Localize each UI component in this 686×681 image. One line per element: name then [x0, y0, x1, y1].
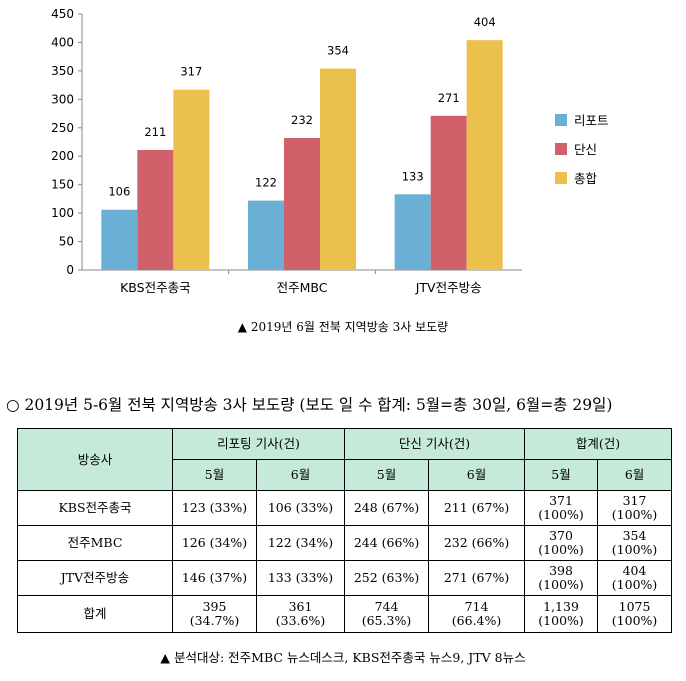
- table-cell: 371 (100%): [524, 490, 599, 526]
- data-label: 354: [327, 44, 349, 58]
- table-cell: 395 (34.7%): [172, 595, 257, 633]
- station-cell: 합계: [17, 595, 173, 633]
- legend-label: 리포트: [574, 113, 609, 128]
- table-cell: 248 (67%): [344, 490, 430, 526]
- table-row: 전주MBC 126 (34%) 122 (34%) 244 (66%) 232 …: [17, 525, 673, 561]
- broadcast-volume-table: 방송사 리포팅 기사(건) 단신 기사(건) 합계(건) 5월 6월 5월 6월…: [17, 428, 673, 633]
- table-cell: 133 (33%): [255, 560, 346, 596]
- table-cell: 361 (33.6%): [255, 595, 346, 633]
- bar-총합: [466, 40, 503, 271]
- header-month: 5월: [344, 459, 430, 491]
- chart-caption: ▲ 2019년 6월 전북 지역방송 3사 보도량: [237, 320, 449, 334]
- bar-총합: [173, 89, 210, 270]
- legend-label: 총합: [574, 171, 598, 186]
- data-label: 232: [291, 113, 313, 127]
- data-label: 317: [180, 65, 202, 79]
- legend-swatch: [555, 172, 567, 184]
- header-total: 합계(건): [524, 428, 673, 460]
- data-label: 271: [438, 91, 460, 105]
- header-month: 5월: [524, 459, 599, 491]
- table-cell: 317 (100%): [597, 490, 673, 526]
- table-row-total: 합계 395 (34.7%) 361 (33.6%) 744 (65.3%) 7…: [17, 595, 673, 633]
- legend-swatch: [555, 114, 567, 126]
- legend-label: 단신: [574, 142, 597, 157]
- bar-단신: [137, 149, 174, 270]
- table-cell: 1075 (100%): [597, 595, 673, 633]
- data-label: 106: [108, 185, 130, 199]
- table-cell: 398 (100%): [524, 560, 599, 596]
- y-tick-label: 100: [51, 206, 74, 220]
- y-tick-label: 400: [51, 35, 74, 49]
- table-cell: 244 (66%): [344, 525, 430, 561]
- header-short: 단신 기사(건): [344, 428, 526, 460]
- table-row: JTV전주방송 146 (37%) 133 (33%) 252 (63%) 27…: [17, 560, 673, 596]
- data-label: 122: [255, 176, 277, 190]
- table-cell: 404 (100%): [597, 560, 673, 596]
- y-tick-label: 200: [51, 149, 74, 163]
- bar-리포트: [394, 194, 431, 270]
- y-tick-label: 450: [51, 7, 74, 21]
- data-label: 211: [144, 125, 166, 139]
- data-label: 404: [474, 15, 496, 29]
- table-cell: 146 (37%): [172, 560, 257, 596]
- y-tick-label: 350: [51, 64, 74, 78]
- table-row: KBS전주총국 123 (33%) 106 (33%) 248 (67%) 21…: [17, 490, 673, 526]
- header-station: 방송사: [17, 428, 173, 491]
- table-cell: 714 (66.4%): [428, 595, 526, 633]
- x-tick-label: JTV전주방송: [415, 280, 482, 295]
- legend-swatch: [555, 143, 567, 155]
- y-tick-label: 250: [51, 121, 74, 135]
- bar-리포트: [248, 200, 284, 270]
- x-tick-label: KBS전주총국: [120, 280, 191, 295]
- header-report: 리포팅 기사(건): [171, 428, 346, 460]
- table-cell: 122 (34%): [255, 525, 346, 561]
- bar-리포트: [101, 209, 138, 270]
- x-tick-label: 전주MBC: [277, 280, 328, 295]
- table-cell: 744 (65.3%): [344, 595, 430, 633]
- header-month: 6월: [597, 459, 673, 491]
- station-cell: KBS전주총국: [17, 490, 173, 526]
- bar-총합: [320, 68, 356, 270]
- table-cell: 123 (33%): [172, 490, 257, 526]
- table-cell: 252 (63%): [344, 560, 430, 596]
- y-tick-label: 150: [51, 178, 74, 192]
- y-tick-label: 50: [59, 235, 74, 249]
- table-cell: 106 (33%): [255, 490, 346, 526]
- data-label: 133: [402, 169, 424, 183]
- header-month: 6월: [428, 459, 526, 491]
- table-cell: 354 (100%): [597, 525, 673, 561]
- table-cell: 211 (67%): [428, 490, 526, 526]
- table-cell: 370 (100%): [524, 525, 599, 561]
- station-cell: JTV전주방송: [17, 560, 173, 596]
- bar-단신: [284, 138, 320, 270]
- y-tick-label: 0: [66, 263, 74, 277]
- header-month: 5월: [172, 459, 257, 491]
- header-month: 6월: [255, 459, 346, 491]
- bar-단신: [430, 115, 467, 270]
- y-tick-label: 300: [51, 92, 74, 106]
- station-cell: 전주MBC: [17, 525, 173, 561]
- bar-chart: 0 50 100 150 200 250 300 350 400 450 106 211 317 KBS전…: [51, 7, 609, 295]
- table-title: ○ 2019년 5-6월 전북 지역방송 3사 보도량 (보도 일 수 합계: …: [6, 396, 613, 414]
- table-cell: 271 (67%): [428, 560, 526, 596]
- table-cell: 1,139 (100%): [524, 595, 599, 633]
- source-note: ▲ 분석대상: 전주MBC 뉴스데스크, KBS전주총국 뉴스9, JTV 8뉴…: [160, 650, 526, 665]
- table-cell: 126 (34%): [172, 525, 257, 561]
- table-cell: 232 (66%): [428, 525, 526, 561]
